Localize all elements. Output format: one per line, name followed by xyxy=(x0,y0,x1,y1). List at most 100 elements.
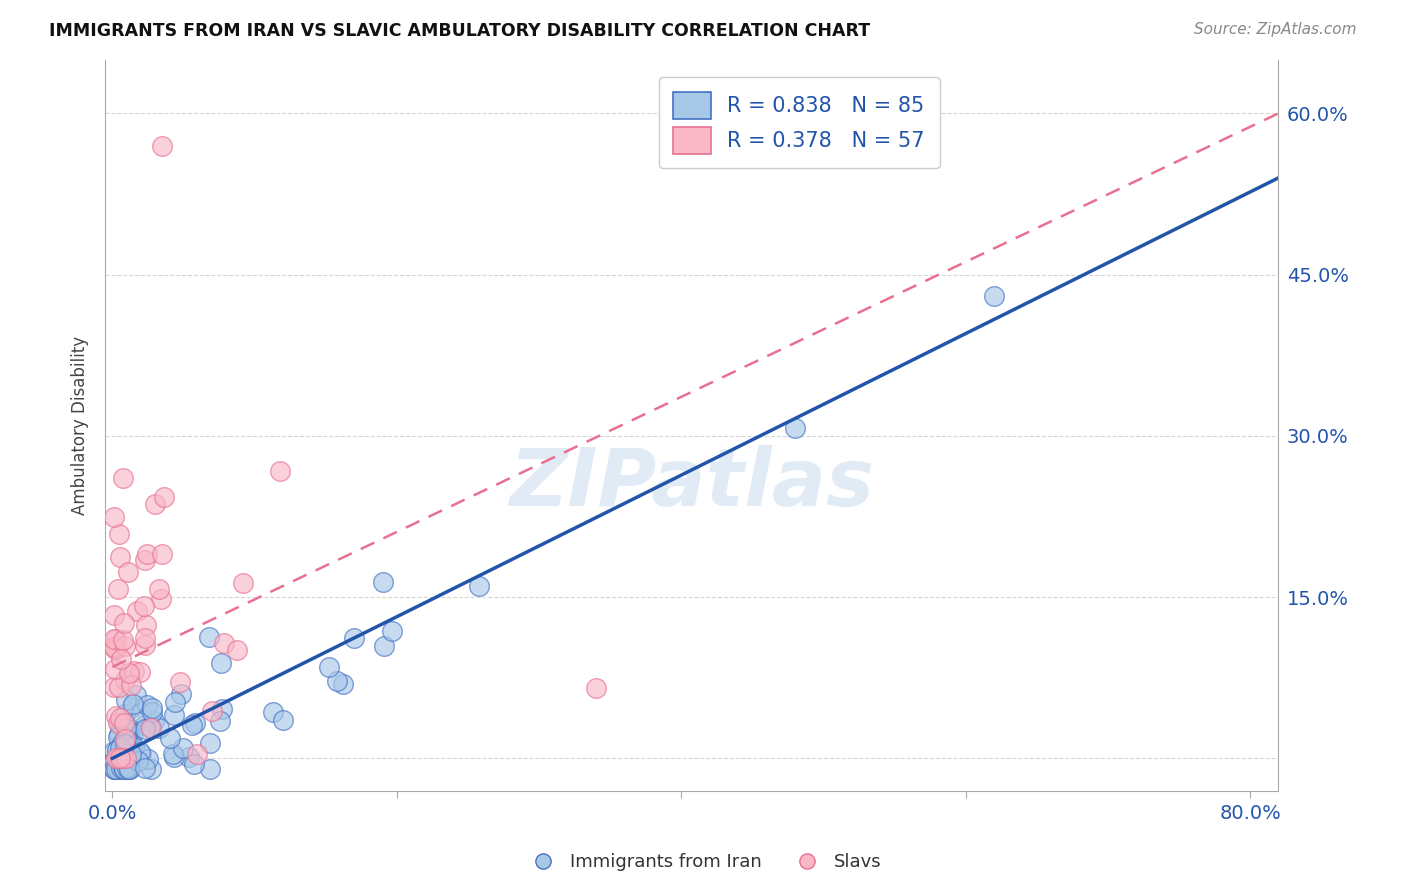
Point xyxy=(198,762,221,776)
Point xyxy=(373,639,395,653)
Point xyxy=(120,733,142,747)
Point xyxy=(134,722,156,736)
Point xyxy=(135,698,157,712)
Point xyxy=(134,638,156,652)
Point xyxy=(114,732,136,747)
Point xyxy=(162,747,184,762)
Point xyxy=(104,708,127,723)
Point xyxy=(269,464,291,478)
Point xyxy=(139,762,162,776)
Point xyxy=(107,762,129,776)
Point xyxy=(165,695,187,709)
Point xyxy=(121,700,143,714)
Point xyxy=(184,715,207,730)
Point xyxy=(120,747,142,761)
Point xyxy=(110,719,132,733)
Point xyxy=(108,751,131,765)
Point xyxy=(110,761,132,775)
Point xyxy=(153,490,176,504)
Point xyxy=(105,751,128,765)
Point xyxy=(111,471,134,485)
Point xyxy=(143,497,166,511)
Y-axis label: Ambulatory Disability: Ambulatory Disability xyxy=(72,335,89,515)
Point xyxy=(107,730,129,744)
Point xyxy=(209,714,232,728)
Point xyxy=(108,726,131,740)
Point xyxy=(181,717,204,731)
Point xyxy=(127,754,149,768)
Point xyxy=(112,751,135,765)
Point xyxy=(110,762,132,776)
Point xyxy=(125,688,148,702)
Point xyxy=(141,721,163,735)
Point xyxy=(159,731,181,746)
Point xyxy=(111,736,134,750)
Point xyxy=(115,726,138,740)
Point xyxy=(103,680,125,694)
Point xyxy=(114,673,136,687)
Point xyxy=(118,762,141,776)
Point xyxy=(103,743,125,757)
Point xyxy=(118,756,141,770)
Point xyxy=(115,721,138,735)
Point xyxy=(332,676,354,690)
Point xyxy=(122,697,145,711)
Point xyxy=(112,760,135,774)
Point xyxy=(148,582,170,597)
Point xyxy=(150,547,173,561)
Point xyxy=(107,680,129,694)
Point xyxy=(118,666,141,681)
Point xyxy=(135,618,157,632)
Point xyxy=(163,750,186,764)
Text: ZIPatlas: ZIPatlas xyxy=(509,444,875,523)
Point xyxy=(134,599,156,613)
Point xyxy=(103,762,125,776)
Point xyxy=(129,665,152,680)
Text: IMMIGRANTS FROM IRAN VS SLAVIC AMBULATORY DISABILITY CORRELATION CHART: IMMIGRANTS FROM IRAN VS SLAVIC AMBULATOR… xyxy=(49,22,870,40)
Point xyxy=(148,721,170,735)
Point xyxy=(103,762,125,776)
Point xyxy=(107,743,129,757)
Point xyxy=(103,754,125,768)
Point xyxy=(103,607,125,622)
Point xyxy=(135,547,157,561)
Point xyxy=(112,755,135,769)
Point xyxy=(983,289,1005,303)
Point xyxy=(381,624,404,638)
Point xyxy=(134,632,156,646)
Legend: R = 0.838   N = 85, R = 0.378   N = 57: R = 0.838 N = 85, R = 0.378 N = 57 xyxy=(659,78,939,169)
Point xyxy=(143,714,166,728)
Point xyxy=(114,737,136,751)
Point xyxy=(117,738,139,752)
Point xyxy=(103,510,125,524)
Point xyxy=(150,138,173,153)
Text: Source: ZipAtlas.com: Source: ZipAtlas.com xyxy=(1194,22,1357,37)
Point xyxy=(115,693,138,707)
Point xyxy=(117,565,139,579)
Point xyxy=(136,751,159,765)
Point xyxy=(468,579,491,593)
Point xyxy=(125,604,148,618)
Point xyxy=(201,704,224,718)
Point xyxy=(172,741,194,756)
Point xyxy=(262,705,284,719)
Point xyxy=(122,664,145,678)
Point xyxy=(114,751,136,765)
Point xyxy=(104,641,127,656)
Point xyxy=(112,762,135,776)
Point xyxy=(585,681,607,696)
Point xyxy=(371,574,394,589)
Point xyxy=(183,757,205,772)
Point xyxy=(120,678,142,692)
Point xyxy=(134,718,156,732)
Point xyxy=(114,716,136,731)
Point xyxy=(117,762,139,776)
Point xyxy=(169,675,191,690)
Point xyxy=(114,616,136,631)
Point xyxy=(212,636,235,650)
Point xyxy=(141,705,163,719)
Point xyxy=(186,747,208,762)
Point xyxy=(105,632,128,647)
Point xyxy=(103,640,125,655)
Point xyxy=(120,726,142,740)
